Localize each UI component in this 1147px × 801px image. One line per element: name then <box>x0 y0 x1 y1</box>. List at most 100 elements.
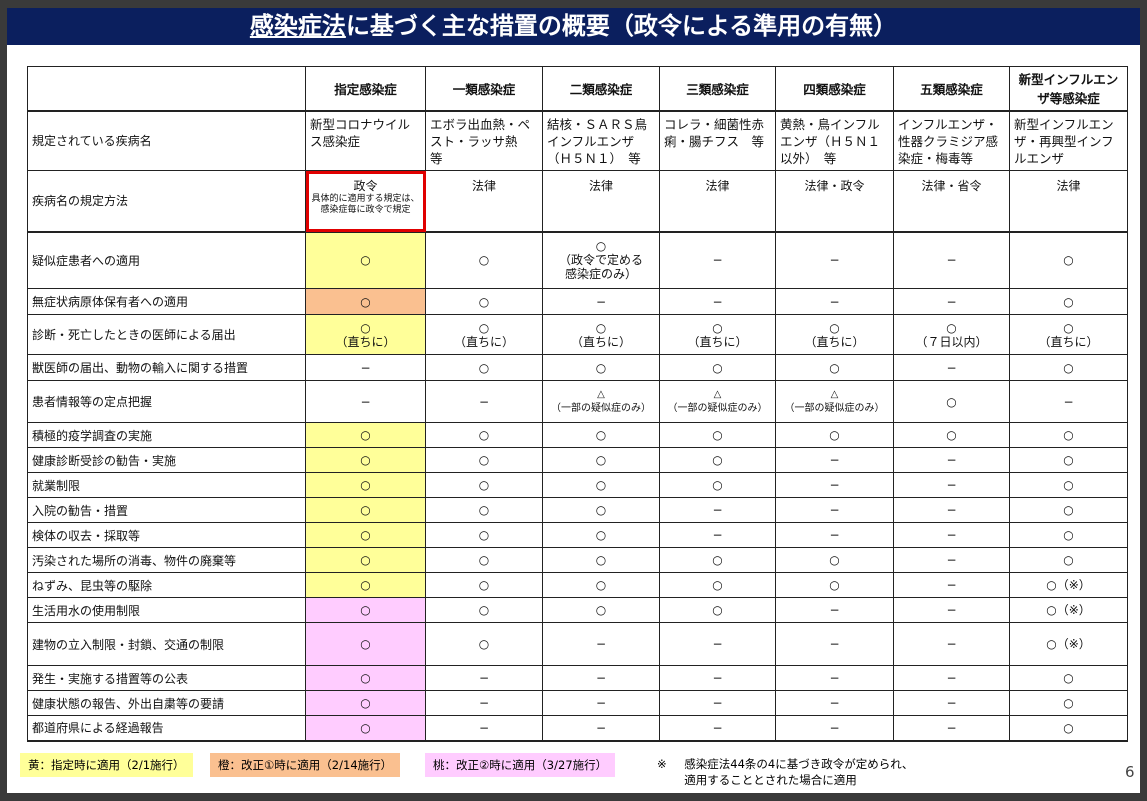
table-cell: ○ <box>1009 547 1128 573</box>
table-cell: ○ <box>1009 231 1128 289</box>
title-underlined: 感染症法 <box>249 12 346 40</box>
table-cell: − <box>425 715 543 742</box>
table-cell: ○ <box>659 597 776 623</box>
table-cell: ○ <box>1009 715 1128 742</box>
disease-cell: コレラ・細菌性赤痢・腸チフス 等 <box>659 110 776 171</box>
table-cell: ○ （７日以内） <box>893 314 1010 355</box>
table-cell: − <box>893 715 1010 742</box>
disease-cell: 黄熱・鳥インフルエンザ（Ｈ５Ｎ１以外） 等 <box>775 110 894 171</box>
table-cell: ○ <box>305 472 426 498</box>
row-label: 無症状病原体保有者への適用 <box>27 288 306 315</box>
table-row: 入院の勧告・措置 ○ ○ ○ − − − ○ <box>27 497 1128 523</box>
method-sub: 具体的に適用する規定は、感染症毎に政令で規定 <box>311 194 420 215</box>
table-cell: ○ <box>305 288 426 315</box>
table-cell: ○ <box>305 622 426 666</box>
table-cell: ○ <box>305 547 426 573</box>
column-header: 新型インフルエンザ等感染症 <box>1009 66 1128 112</box>
table-cell: ○ <box>425 447 543 473</box>
note-mark: ※ <box>657 757 667 771</box>
table-cell: ○ <box>425 522 543 548</box>
disease-cell: 新型インフルエンザ・再興型インフルエンザ <box>1009 110 1128 171</box>
table-cell: ○ <box>1009 522 1128 548</box>
row-label: 規定されている疾病名 <box>27 110 306 171</box>
method-cell: 法律 <box>1009 170 1128 233</box>
row-label: 汚染された場所の消毒、物件の廃棄等 <box>27 547 306 573</box>
table-cell: − <box>659 231 776 289</box>
table-cell: − <box>425 380 543 423</box>
method-main: 政令 <box>353 179 378 193</box>
table-cell: ○ <box>305 497 426 523</box>
table-cell: ○ <box>542 522 660 548</box>
column-header: 五類感染症 <box>893 66 1010 112</box>
table-row: 無症状病原体保有者への適用 ○ ○ − − − − ○ <box>27 288 1128 315</box>
table-cell: − <box>893 497 1010 523</box>
table-cell: − <box>775 447 894 473</box>
table-cell: − <box>893 472 1010 498</box>
table-row: 発生・実施する措置等の公表 ○ − − − − − ○ <box>27 665 1128 691</box>
column-header: 一類感染症 <box>425 66 543 112</box>
table-cell: ○ <box>425 597 543 623</box>
table-cell: ○ <box>542 572 660 598</box>
table-row: 検体の収去・採取等 ○ ○ ○ − − − ○ <box>27 522 1128 548</box>
table-cell: ○ （直ちに） <box>542 314 660 355</box>
table-row: ねずみ、昆虫等の駆除 ○ ○ ○ ○ ○ − ○（※） <box>27 572 1128 598</box>
row-label: 疑似症患者への適用 <box>27 231 306 289</box>
table-row: 建物の立入制限・封鎖、交通の制限 ○ ○ − − − − ○（※） <box>27 622 1128 666</box>
title-rest: に基づく主な措置の概要（政令による準用の有無） <box>345 12 898 40</box>
table-cell: − <box>893 231 1010 289</box>
table-cell: ○ <box>659 422 776 448</box>
column-header: 指定感染症 <box>305 66 426 112</box>
table-cell: ○ <box>659 472 776 498</box>
row-label: 健康状態の報告、外出自粛等の要請 <box>27 690 306 716</box>
table-cell: ○ <box>305 597 426 623</box>
table-cell: − <box>542 715 660 742</box>
table-row: 積極的疫学調査の実施 ○ ○ ○ ○ ○ ○ ○ <box>27 422 1128 448</box>
table-row: 都道府県による経過報告 ○ − − − − − ○ <box>27 715 1128 742</box>
disease-cell: 結核・ＳＡＲＳ鳥インフルエンザ（Ｈ５Ｎ１） 等 <box>542 110 660 171</box>
table-cell: ○ <box>1009 288 1128 315</box>
slide: 感染症法に基づく主な措置の概要（政令による準用の有無） 指定感染症 一類感染症 二類… <box>7 8 1140 793</box>
table-cell: ○ <box>775 547 894 573</box>
table-cell: − <box>425 690 543 716</box>
table-cell: ○ <box>305 231 426 289</box>
table-cell: ○ <box>305 422 426 448</box>
table-cell: ○ <box>542 472 660 498</box>
table-cell: − <box>425 665 543 691</box>
table-cell: − <box>893 354 1010 381</box>
table-row: 疑似症患者への適用 ○ ○ ○ （政令で定める 感染症のみ） − − − ○ <box>27 231 1128 289</box>
table-cell: ○ <box>659 547 776 573</box>
table-cell: ○（※） <box>1009 572 1128 598</box>
table-cell: − <box>775 522 894 548</box>
table-cell: ○ <box>542 354 660 381</box>
disease-row: 規定されている疾病名 新型コロナウイルス感染症 エボラ出血熱・ペスト・ラッサ熱 等結… <box>27 110 1128 171</box>
table-row: 健康状態の報告、外出自粛等の要請 ○ − − − − − ○ <box>27 690 1128 716</box>
column-header: 二類感染症 <box>542 66 660 112</box>
row-label: 発生・実施する措置等の公表 <box>27 665 306 691</box>
note-line2: 適用することとされた場合に適用 <box>684 773 857 787</box>
table-cell: − <box>659 665 776 691</box>
method-cell: 法律・政令 <box>775 170 894 233</box>
row-label: 就業制限 <box>27 472 306 498</box>
table-cell: − <box>775 288 894 315</box>
table-cell: ○ <box>542 447 660 473</box>
table-cell: △ （一部の疑似症のみ） <box>775 380 894 423</box>
legend-orange: 橙：改正①時に適用（2/14施行） <box>210 753 401 777</box>
legend-pink: 桃：改正②時に適用（3/27施行） <box>425 753 616 777</box>
slide-title: 感染症法に基づく主な措置の概要（政令による準用の有無） <box>7 8 1140 45</box>
table-cell: ○ （政令で定める 感染症のみ） <box>542 231 660 289</box>
row-label: 獣医師の届出、動物の輸入に関する措置 <box>27 354 306 381</box>
table-cell: ○ <box>893 422 1010 448</box>
table-cell: − <box>775 690 894 716</box>
table-cell: − <box>893 547 1010 573</box>
row-label: 診断・死亡したときの医師による届出 <box>27 314 306 355</box>
table-cell: ○ <box>425 422 543 448</box>
legend-yellow: 黄：指定時に適用（2/1施行） <box>20 753 193 777</box>
table-cell: ○ （直ちに） <box>1009 314 1128 355</box>
table-cell: − <box>305 354 426 381</box>
table-cell: − <box>659 497 776 523</box>
column-header: 四類感染症 <box>775 66 894 112</box>
table-cell: ○（※） <box>1009 597 1128 623</box>
table-cell: − <box>893 597 1010 623</box>
method-cell-designated: 政令 具体的に適用する規定は、感染症毎に政令で規定 <box>305 170 426 233</box>
table-cell: ○ <box>1009 665 1128 691</box>
